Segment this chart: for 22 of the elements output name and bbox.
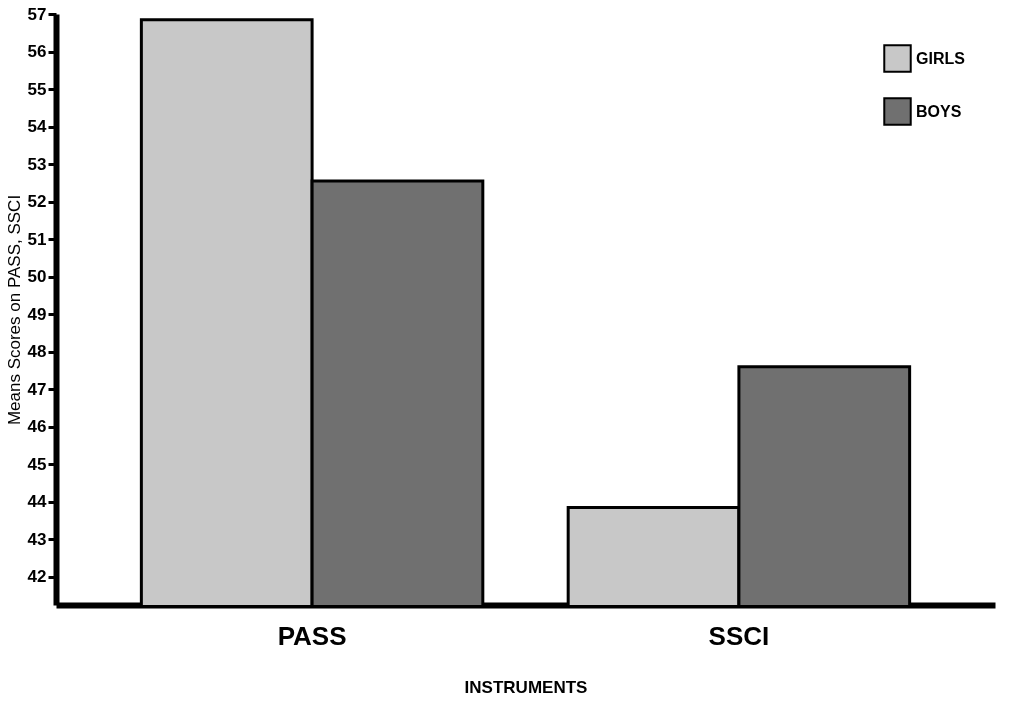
y-tick-label: 55 [27, 79, 47, 99]
y-tick-label: 45 [27, 454, 47, 474]
y-tick-label: 43 [27, 529, 47, 549]
y-tick-label: 42 [27, 567, 47, 587]
y-tick-label: 56 [27, 42, 47, 62]
legend-label: GIRLS [916, 49, 966, 67]
y-tick-label: 49 [27, 304, 47, 324]
y-tick-label: 47 [27, 379, 47, 399]
y-axis-title: Means Scores on PASS, SSCI [4, 194, 24, 426]
y-tick-label: 52 [27, 192, 47, 212]
x-tick-label: PASS [277, 620, 347, 651]
y-tick-label: 53 [27, 154, 47, 174]
y-tick-label: 54 [27, 117, 48, 137]
y-tick-label: 48 [27, 342, 47, 362]
y-tick-label: 50 [27, 267, 47, 287]
x-tick-label: SSCI [708, 620, 770, 651]
y-tick-label: 46 [27, 417, 47, 437]
legend-label: BOYS [916, 102, 962, 120]
y-tick-label: 57 [27, 4, 47, 24]
y-tick-label: 51 [27, 229, 47, 249]
y-tick-label: 44 [27, 492, 48, 512]
x-axis-title: INSTRUMENTS [464, 677, 588, 697]
